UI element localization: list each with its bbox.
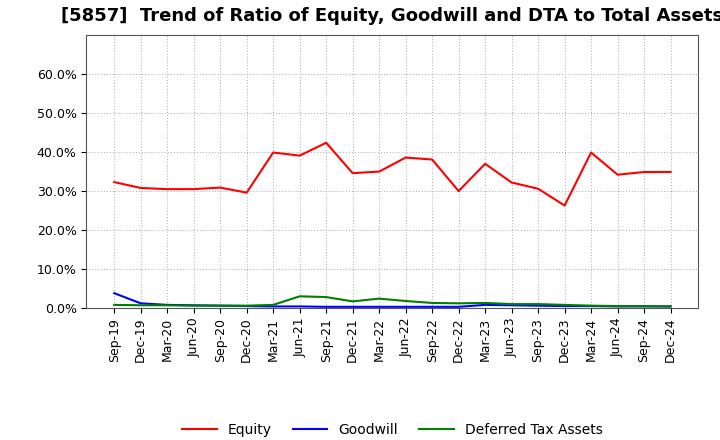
Equity <box>322 140 330 145</box>
Goodwill <box>428 304 436 309</box>
Goodwill <box>454 304 463 309</box>
Deferred Tax Assets <box>348 299 357 304</box>
Goodwill <box>189 303 198 308</box>
Deferred Tax Assets <box>640 304 649 309</box>
Equity <box>560 203 569 208</box>
Deferred Tax Assets <box>481 300 490 305</box>
Deferred Tax Assets <box>534 301 542 307</box>
Goodwill <box>269 304 277 309</box>
Goodwill <box>163 302 171 308</box>
Goodwill <box>322 304 330 309</box>
Goodwill <box>666 304 675 309</box>
Goodwill <box>401 304 410 309</box>
Deferred Tax Assets <box>666 304 675 309</box>
Deferred Tax Assets <box>269 302 277 308</box>
Deferred Tax Assets <box>136 303 145 308</box>
Equity <box>243 190 251 195</box>
Equity <box>481 161 490 166</box>
Goodwill <box>295 304 304 309</box>
Deferred Tax Assets <box>295 293 304 299</box>
Equity <box>295 153 304 158</box>
Deferred Tax Assets <box>428 300 436 305</box>
Deferred Tax Assets <box>560 302 569 308</box>
Deferred Tax Assets <box>613 304 622 309</box>
Equity <box>375 169 384 174</box>
Title: [5857]  Trend of Ratio of Equity, Goodwill and DTA to Total Assets: [5857] Trend of Ratio of Equity, Goodwil… <box>61 7 720 26</box>
Deferred Tax Assets <box>401 298 410 304</box>
Equity <box>640 169 649 175</box>
Goodwill <box>613 304 622 309</box>
Goodwill <box>534 303 542 308</box>
Goodwill <box>481 302 490 308</box>
Deferred Tax Assets <box>163 303 171 308</box>
Equity <box>613 172 622 177</box>
Equity <box>587 150 595 155</box>
Goodwill <box>110 290 119 296</box>
Deferred Tax Assets <box>587 303 595 308</box>
Goodwill <box>560 304 569 309</box>
Goodwill <box>640 304 649 309</box>
Equity <box>216 185 225 190</box>
Equity <box>666 169 675 175</box>
Equity <box>110 180 119 185</box>
Deferred Tax Assets <box>322 294 330 300</box>
Deferred Tax Assets <box>454 301 463 306</box>
Goodwill <box>587 304 595 309</box>
Deferred Tax Assets <box>508 301 516 307</box>
Deferred Tax Assets <box>110 302 119 308</box>
Legend: Equity, Goodwill, Deferred Tax Assets: Equity, Goodwill, Deferred Tax Assets <box>176 418 608 440</box>
Equity <box>189 187 198 192</box>
Deferred Tax Assets <box>216 303 225 308</box>
Equity <box>454 188 463 194</box>
Equity <box>401 155 410 160</box>
Deferred Tax Assets <box>243 303 251 308</box>
Goodwill <box>508 303 516 308</box>
Goodwill <box>216 303 225 308</box>
Deferred Tax Assets <box>189 303 198 308</box>
Equity <box>348 171 357 176</box>
Deferred Tax Assets <box>375 296 384 301</box>
Equity <box>136 185 145 191</box>
Goodwill <box>136 301 145 306</box>
Equity <box>269 150 277 155</box>
Equity <box>508 180 516 185</box>
Line: Deferred Tax Assets: Deferred Tax Assets <box>114 296 670 306</box>
Line: Goodwill: Goodwill <box>114 293 670 307</box>
Goodwill <box>348 304 357 309</box>
Line: Equity: Equity <box>114 143 670 205</box>
Equity <box>163 187 171 192</box>
Equity <box>428 157 436 162</box>
Goodwill <box>375 304 384 309</box>
Equity <box>534 186 542 191</box>
Goodwill <box>243 304 251 309</box>
